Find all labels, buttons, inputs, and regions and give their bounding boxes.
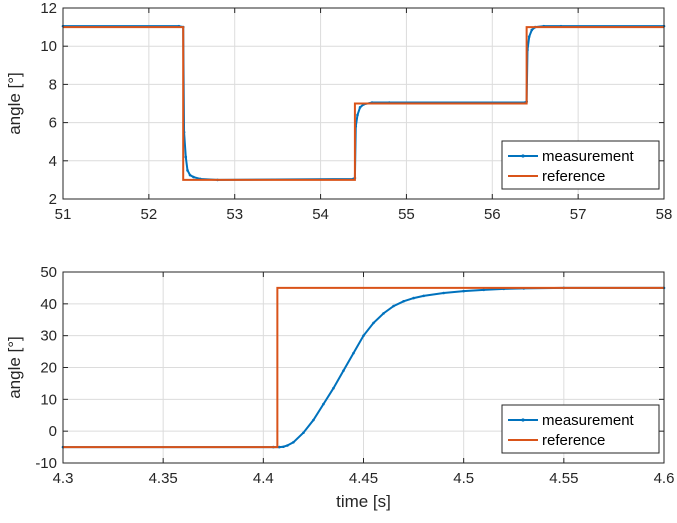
y-tick-label: 20 <box>40 360 57 377</box>
y-tick-label: 50 <box>40 264 57 281</box>
measurement-point <box>188 173 192 177</box>
measurement-point <box>392 304 395 308</box>
legend: measurement reference <box>501 140 660 190</box>
measurement-point <box>292 441 295 444</box>
measurement-point <box>302 431 305 435</box>
y-tick-label: 10 <box>40 391 57 408</box>
measurement-point <box>192 175 195 179</box>
measurement-point <box>352 351 355 355</box>
x-tick-label: 4.45 <box>349 470 378 487</box>
x-axis-label: time [s] <box>336 492 391 511</box>
y-tick-label: 0 <box>49 423 57 440</box>
y-axis-label: angle [°] <box>5 336 24 399</box>
measurement-point <box>358 106 362 109</box>
measurement-point <box>382 312 385 315</box>
x-tick-label: 53 <box>226 206 243 223</box>
x-tick-label: 52 <box>141 206 158 223</box>
reference-line <box>63 286 664 449</box>
x-tick-label: 56 <box>484 206 501 223</box>
measurement-point <box>278 445 281 449</box>
bottom-chart: 4.3 4.35 4.4 4.45 4.5 4.55 4.6 -10 0 10 20 30 40 50 an… <box>5 264 674 511</box>
x-tick-label: 4.4 <box>253 470 274 487</box>
legend-label-reference: reference <box>542 432 605 449</box>
measurement-point <box>282 445 285 449</box>
y-tick-label: 6 <box>49 115 57 132</box>
measurement-point <box>422 294 425 298</box>
series-reference <box>63 26 664 181</box>
legend-label-reference: reference <box>542 168 605 185</box>
x-tick-label: 4.6 <box>654 470 675 487</box>
y-tick-label: 10 <box>40 38 57 55</box>
axes-box <box>62 7 665 200</box>
measurement-point <box>482 288 486 292</box>
legend: measurement reference <box>501 404 660 454</box>
legend-label-measurement: measurement <box>542 148 635 165</box>
y-tick-label: -10 <box>35 455 57 472</box>
legend-label-measurement: measurement <box>542 412 635 429</box>
y-tick-label: 30 <box>40 328 57 345</box>
measurement-point <box>402 299 405 303</box>
series-reference <box>63 286 664 449</box>
measurement-point <box>527 35 531 38</box>
measurement-point <box>356 113 359 117</box>
legend-box <box>501 404 660 454</box>
measurement-point <box>362 334 365 337</box>
measurement-point <box>442 291 445 295</box>
y-tick-label: 2 <box>49 191 57 208</box>
y-tick-label: 8 <box>49 76 57 93</box>
measurement-point <box>372 321 375 325</box>
x-tick-label: 51 <box>55 206 72 223</box>
y-tick-label: 40 <box>40 296 57 313</box>
measurement-point <box>412 296 415 300</box>
x-tick-label: 58 <box>656 206 673 223</box>
x-tick-label: 4.55 <box>549 470 578 487</box>
measurement-point <box>530 28 534 32</box>
x-tick-label: 4.5 <box>453 470 474 487</box>
y-tick-label: 4 <box>49 153 57 170</box>
measurement-point <box>286 444 289 447</box>
measurement-point <box>332 386 335 390</box>
y-axis-label: angle [°] <box>5 72 24 135</box>
measurement-point <box>322 402 325 406</box>
top-chart: 51 52 53 54 55 56 57 58 2 4 6 8 10 12 angle [°] measure… <box>5 0 672 223</box>
reference-line <box>63 26 664 181</box>
x-tick-label: 4.3 <box>53 470 74 487</box>
measurement-point <box>462 289 465 293</box>
measurement-point <box>184 155 188 159</box>
x-tick-label: 4.35 <box>149 470 178 487</box>
x-tick-label: 57 <box>570 206 587 223</box>
y-tick-label: 12 <box>40 0 57 17</box>
x-tick-label: 55 <box>398 206 415 223</box>
legend-marker-measurement <box>521 154 525 158</box>
legend-box <box>501 140 660 190</box>
legend-marker-measurement <box>521 418 525 422</box>
measurement-point <box>342 369 345 372</box>
measurement-point <box>312 418 315 422</box>
x-tick-label: 54 <box>312 206 329 223</box>
measurement-point <box>186 169 189 172</box>
